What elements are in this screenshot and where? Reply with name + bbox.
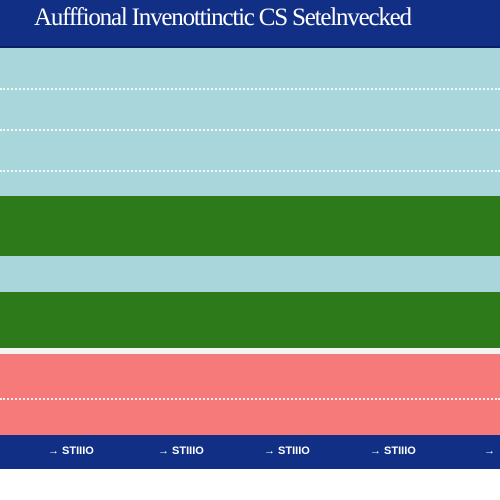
bottom-margin	[0, 469, 500, 500]
dotted-divider	[0, 129, 500, 131]
dotted-divider	[0, 170, 500, 172]
footer-label: → STIIIO	[264, 445, 310, 457]
band-light-blue-2	[0, 256, 500, 292]
page-title: Aufffional Invenottinctic CS Setelnvecke…	[34, 4, 412, 31]
footer-bar: → STIIIO → STIIIO → STIIIO → STIIIO →	[0, 435, 500, 469]
band-green-1	[0, 196, 500, 256]
footer-label: → STIIIO	[158, 445, 204, 457]
footer-label: →	[484, 445, 495, 457]
band-light-blue-1	[0, 48, 500, 196]
band-white-gap	[0, 348, 500, 354]
band-coral	[0, 354, 500, 435]
dotted-divider	[0, 88, 500, 90]
footer-label: → STIIIO	[48, 445, 94, 457]
footer-label: → STIIIO	[370, 445, 416, 457]
title-banner: Aufffional Invenottinctic CS Setelnvecke…	[0, 0, 500, 48]
dotted-divider	[0, 398, 500, 400]
band-green-2	[0, 292, 500, 348]
